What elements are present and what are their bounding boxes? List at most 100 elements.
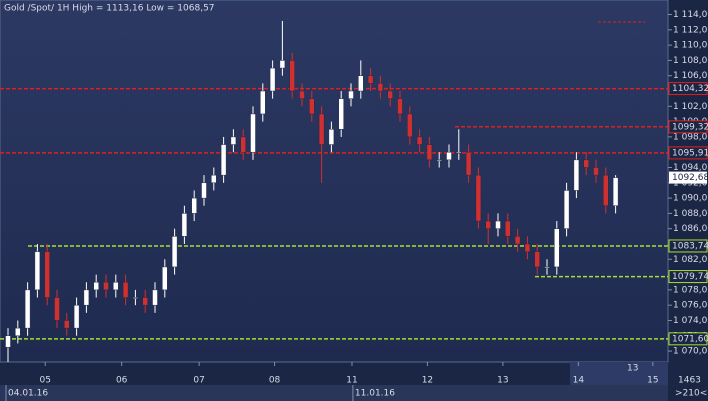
- candle-body: [367, 75, 374, 84]
- candle-body: [142, 297, 148, 306]
- x-tick-label: 07: [193, 376, 204, 386]
- candle-body: [24, 289, 31, 329]
- candle-body: [191, 197, 197, 214]
- y-tick-label: 1 102,00: [673, 102, 708, 112]
- candle-body: [505, 220, 511, 237]
- candle-body: [260, 90, 266, 115]
- level-label: 1104,32: [672, 84, 708, 94]
- candle-body: [113, 281, 119, 291]
- y-tick-label: 1 108,00: [673, 56, 708, 66]
- level-label: 1099,32: [672, 122, 708, 132]
- annotation: 13: [627, 364, 638, 374]
- footer-range: >210<: [675, 389, 707, 399]
- candle-body: [299, 90, 305, 99]
- candle-body: [593, 167, 599, 176]
- candle-body: [446, 151, 452, 161]
- x-tick-label: 14: [573, 376, 585, 386]
- candle-body: [230, 136, 237, 145]
- candle-body: [583, 159, 589, 168]
- candle-body: [387, 90, 393, 99]
- x-tick-label: 08: [269, 376, 281, 386]
- y-tick-label: 1 112,00: [673, 25, 708, 35]
- candle-body: [64, 320, 70, 329]
- candle-body: [544, 266, 550, 269]
- candle-body: [220, 144, 227, 176]
- date-strip: [0, 385, 668, 401]
- level-label: 1083,74: [672, 241, 708, 251]
- y-tick-label: 1 098,00: [673, 132, 708, 142]
- x-tick-label: 13: [497, 376, 508, 386]
- y-tick-label: 1 074,00: [673, 316, 708, 326]
- candle-body: [309, 98, 315, 115]
- y-tick-label: 1 106,00: [673, 71, 708, 81]
- candle-body: [573, 159, 580, 191]
- candle-body: [328, 129, 335, 145]
- plot-area: [0, 0, 669, 363]
- candle-body: [5, 335, 11, 348]
- level-label-box: [668, 82, 708, 96]
- candle-body: [485, 220, 491, 229]
- candle-body: [495, 220, 501, 229]
- candle-body: [269, 67, 276, 92]
- level-label-box: [668, 146, 708, 160]
- candle-body: [426, 144, 433, 161]
- y-tick-label: 1 070,00: [673, 347, 708, 357]
- candle-body: [318, 113, 325, 145]
- candle-body: [612, 177, 619, 206]
- candle-body: [83, 289, 90, 306]
- candle-body: [279, 60, 286, 69]
- footer-count: 1463: [678, 376, 701, 386]
- candle-body: [377, 83, 384, 92]
- candle-body: [348, 90, 354, 99]
- candle-body: [181, 213, 188, 237]
- candle-body: [250, 113, 256, 153]
- candle-body: [132, 297, 139, 299]
- y-tick-label: 1 076,00: [673, 301, 708, 311]
- y-tick-label: 1 090,00: [673, 194, 708, 204]
- candle-body: [54, 297, 60, 321]
- y-tick-label: 1 114,00: [673, 10, 708, 20]
- y-tick-label: 1 078,00: [673, 285, 708, 295]
- level-label-box: [668, 120, 708, 134]
- candle-body: [436, 159, 442, 162]
- candle-body: [603, 174, 609, 206]
- y-tick-label: 1 094,00: [673, 163, 708, 173]
- candle-body: [465, 151, 472, 176]
- x-tick-label: 12: [422, 376, 433, 386]
- candle-body: [397, 98, 403, 115]
- candle-body: [534, 251, 540, 268]
- candle-body: [44, 251, 50, 298]
- candle-body: [73, 304, 80, 329]
- candle-body: [152, 289, 158, 306]
- x-tick-label: 15: [647, 376, 658, 386]
- level-label-box: [668, 270, 708, 284]
- level-label: 1071,60: [672, 334, 708, 344]
- x-tick-label: 11: [346, 376, 357, 386]
- candle-body: [456, 151, 462, 154]
- candle-body: [416, 136, 423, 145]
- candle-body: [93, 281, 99, 291]
- candle-body: [15, 327, 21, 337]
- candle-body: [514, 236, 521, 245]
- candle-body: [240, 136, 246, 153]
- y-tick-label: 1 086,00: [673, 224, 708, 234]
- candle-body: [103, 281, 109, 291]
- x-tick-label: 05: [40, 376, 51, 386]
- level-label: 1079,74: [672, 272, 708, 282]
- candle-body: [34, 251, 41, 291]
- date-label: 04.01.16: [8, 389, 48, 399]
- level-label-box: [668, 332, 708, 346]
- last-price-box: [669, 171, 707, 184]
- y-tick-label: 1 110,00: [673, 41, 708, 51]
- candle-body: [171, 236, 178, 268]
- x-tick-label: 06: [116, 376, 128, 386]
- candle-body: [211, 174, 217, 184]
- level-label: 1095,91: [672, 148, 708, 158]
- candle-body: [338, 98, 344, 130]
- last-price-label: 1092,68: [672, 173, 708, 183]
- candle-body: [358, 75, 364, 92]
- candle-body: [162, 266, 168, 291]
- level-label-box: [668, 239, 708, 253]
- chart-title: Gold /Spot/ 1H High = 1113,16 Low = 1068…: [4, 4, 215, 14]
